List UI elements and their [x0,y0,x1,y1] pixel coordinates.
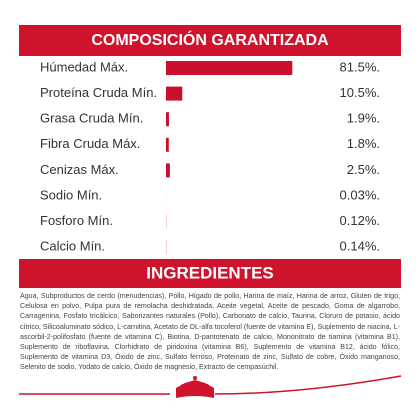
bar [166,112,169,127]
logo-dot [181,384,185,388]
category-label: Proteína Cruda Mín. [40,85,157,100]
logo-dot [205,384,209,388]
category-label: Grasa Cruda Mín. [40,111,143,126]
value-label: 1.8%. [347,136,380,151]
chart-title: COMPOSICIÓN GARANTIZADA [91,30,329,49]
value-label: 10.5%. [340,85,380,100]
ingredients-title: INGREDIENTES [146,263,274,282]
value-label: 2.5%. [347,162,380,177]
logo [19,375,402,398]
category-label: Fosforo Mín. [40,213,113,228]
value-label: 0.14%. [340,239,380,254]
bar [166,137,169,152]
category-label: Sodio Mín. [40,187,102,202]
value-label: 1.9%. [347,111,380,126]
category-label: Fibra Cruda Máx. [40,136,140,151]
logo-line [214,375,402,395]
value-label: 0.03%. [340,187,380,202]
title-banner [19,25,401,56]
logo-dot [193,376,197,380]
bar [166,163,170,178]
category-label: Cenizas Máx. [40,162,119,177]
bar [166,86,183,101]
value-label: 81.5%. [340,59,380,74]
category-label: Húmedad Máx. [40,59,128,74]
value-label: 0.12%. [340,213,380,228]
ingredients-banner [19,259,401,288]
category-label: Calcio Mín. [40,239,105,254]
bar [166,61,293,75]
logo-crown [176,380,214,398]
ingredients-text: Agua, Subproductos de cerdo (menudencias… [20,292,400,372]
